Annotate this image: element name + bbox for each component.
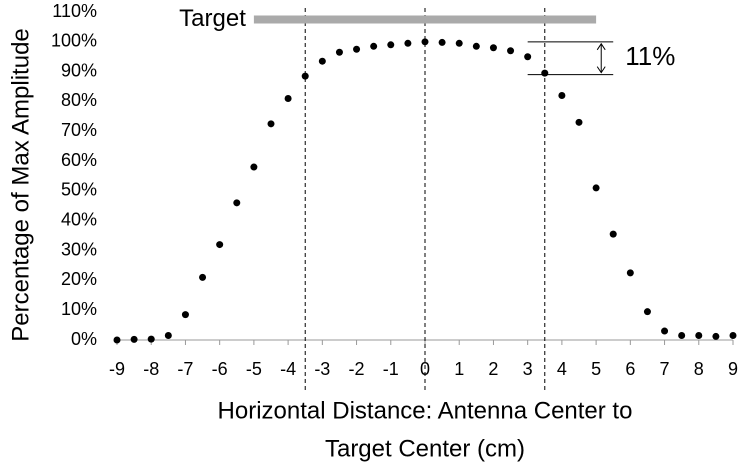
x-tick-label: -9 xyxy=(109,359,125,379)
point xyxy=(438,38,446,46)
point xyxy=(335,48,343,56)
y-tick-label: 60% xyxy=(61,150,97,170)
x-tick-label: 4 xyxy=(557,359,567,379)
point xyxy=(301,72,309,80)
point xyxy=(541,69,549,77)
x-tick-label: 8 xyxy=(694,359,704,379)
point xyxy=(216,241,224,249)
point xyxy=(199,273,207,281)
point xyxy=(558,91,566,99)
point xyxy=(592,184,600,192)
arrow-head xyxy=(596,42,606,51)
point xyxy=(113,336,121,344)
x-tick-label: -5 xyxy=(246,359,262,379)
x-tick-label: 2 xyxy=(488,359,498,379)
point xyxy=(267,120,275,128)
point xyxy=(472,42,480,50)
point xyxy=(164,332,172,340)
y-tick-label: 0% xyxy=(71,329,97,349)
point xyxy=(455,39,463,47)
x-axis-title: Horizontal Distance: Antenna Center to xyxy=(218,397,633,424)
point xyxy=(489,44,497,52)
point xyxy=(626,269,634,277)
x-tick-label: -8 xyxy=(143,359,159,379)
point xyxy=(575,118,583,126)
point xyxy=(233,199,241,207)
point xyxy=(421,38,429,46)
point xyxy=(729,332,737,340)
y-tick-label: 110% xyxy=(52,1,97,21)
point xyxy=(284,94,292,102)
point xyxy=(130,335,138,343)
point xyxy=(695,332,703,340)
y-tick-label: 50% xyxy=(61,180,97,200)
point xyxy=(661,327,669,335)
x-tick-label: 5 xyxy=(591,359,601,379)
point xyxy=(678,332,686,340)
target-label: Target xyxy=(179,5,246,32)
y-tick-label: 10% xyxy=(61,299,97,319)
point xyxy=(387,41,395,49)
x-tick-label: -3 xyxy=(314,359,330,379)
x-tick-label: -2 xyxy=(349,359,365,379)
x-tick-label: -7 xyxy=(177,359,193,379)
point xyxy=(370,42,378,50)
y-tick-label: 30% xyxy=(61,239,97,259)
y-axis-title: Percentage of Max Amplitude xyxy=(7,28,34,342)
arrow-head xyxy=(596,66,606,74)
y-tick-label: 70% xyxy=(61,120,97,140)
x-tick-label: 9 xyxy=(728,359,738,379)
point xyxy=(250,163,258,171)
x-axis-title: Target Center (cm) xyxy=(325,435,525,462)
y-tick-label: 90% xyxy=(61,60,97,80)
x-tick-label: -1 xyxy=(383,359,399,379)
point xyxy=(318,57,326,65)
x-tick-label: -4 xyxy=(280,359,296,379)
x-tick-label: -6 xyxy=(212,359,228,379)
y-tick-label: 80% xyxy=(61,90,97,110)
point xyxy=(712,332,720,340)
x-tick-label: 6 xyxy=(625,359,635,379)
point xyxy=(524,53,532,61)
bracket-label: 11% xyxy=(625,41,675,71)
y-tick-label: 40% xyxy=(61,209,97,229)
y-tick-label: 20% xyxy=(61,269,97,289)
point xyxy=(353,45,361,53)
point xyxy=(507,47,515,55)
x-tick-label: 3 xyxy=(523,359,533,379)
x-tick-label: 7 xyxy=(660,359,670,379)
point xyxy=(181,311,189,319)
point xyxy=(147,335,155,343)
y-tick-label: 100% xyxy=(51,31,97,51)
point xyxy=(404,39,412,47)
x-tick-label: 1 xyxy=(454,359,464,379)
point xyxy=(609,230,617,238)
point xyxy=(643,308,651,316)
